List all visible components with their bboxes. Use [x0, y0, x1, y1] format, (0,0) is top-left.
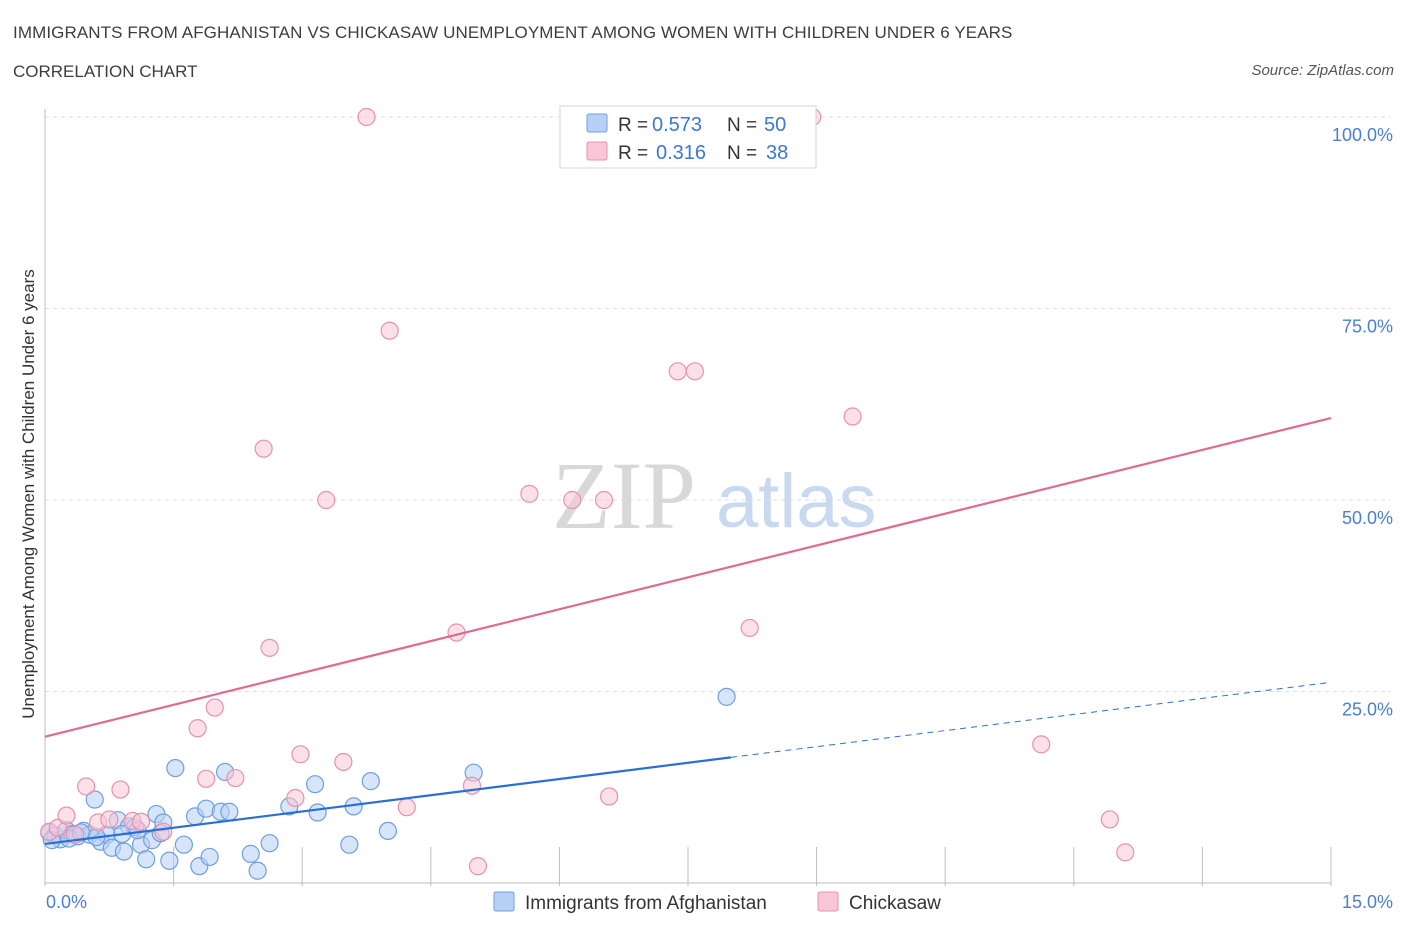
- point-chickasaw: [226, 768, 245, 788]
- chart-subtitle: CORRELATION CHART: [13, 62, 198, 81]
- legend-swatch-afghanistan: [493, 891, 515, 912]
- point-chickasaw: [317, 490, 336, 510]
- stats-r-label-2: R =: [618, 143, 648, 164]
- source-credit: Source: ZipAtlas.com: [1251, 62, 1394, 79]
- point-afghanistan: [308, 803, 327, 822]
- stats-n-value-2: 38: [766, 142, 788, 164]
- point-afghanistan: [378, 821, 398, 841]
- point-chickasaw: [380, 321, 399, 340]
- point-afghanistan: [340, 835, 359, 854]
- point-afghanistan: [114, 842, 133, 861]
- point-afghanistan: [174, 835, 193, 854]
- point-afghanistan: [160, 851, 179, 870]
- point-afghanistan: [85, 790, 104, 809]
- point-chickasaw: [685, 362, 704, 381]
- trend-line-afghanistan-extension: [730, 681, 1332, 758]
- point-chickasaw: [357, 107, 376, 127]
- x-tick-label: 15.0%: [1342, 892, 1393, 912]
- point-afghanistan: [260, 834, 279, 853]
- point-chickasaw: [77, 777, 96, 796]
- point-chickasaw: [197, 769, 216, 788]
- x-tick-label: 0.0%: [46, 892, 87, 912]
- point-chickasaw: [334, 752, 353, 772]
- point-chickasaw: [188, 719, 207, 738]
- series-legend: Immigrants from Afghanistan Chickasaw: [493, 891, 941, 914]
- point-chickasaw: [600, 787, 619, 806]
- data-points: [40, 107, 1135, 880]
- point-chickasaw: [154, 822, 173, 841]
- point-chickasaw: [740, 618, 759, 638]
- y-axis-label: Unemployment Among Women with Children U…: [19, 269, 38, 718]
- point-chickasaw: [668, 362, 687, 381]
- point-chickasaw: [291, 745, 310, 764]
- gridlines: [45, 116, 1391, 692]
- stats-n-label-1: N =: [727, 115, 757, 136]
- stats-legend: R = 0.573 N = 50 R = 0.316 N = 38: [559, 105, 817, 169]
- point-chickasaw: [254, 439, 273, 458]
- stats-swatch-blue: [586, 113, 608, 133]
- y-tick-label: 50.0%: [1342, 508, 1393, 528]
- point-afghanistan: [166, 758, 185, 778]
- legend-swatch-chickasaw: [817, 891, 839, 912]
- trend-line-chickasaw: [44, 416, 1332, 738]
- point-afghanistan: [361, 772, 380, 791]
- point-afghanistan: [305, 775, 325, 794]
- point-chickasaw: [1100, 810, 1119, 829]
- point-chickasaw: [843, 407, 862, 426]
- point-afghanistan: [220, 802, 239, 821]
- y-tick-label: 100.0%: [1332, 125, 1393, 145]
- legend-label-chickasaw: Chickasaw: [849, 893, 941, 914]
- point-afghanistan: [241, 844, 260, 863]
- point-chickasaw: [111, 780, 130, 799]
- point-chickasaw: [57, 806, 76, 825]
- point-chickasaw: [397, 798, 416, 817]
- trend-lines: [44, 416, 1332, 846]
- point-afghanistan: [137, 850, 156, 869]
- point-chickasaw: [260, 638, 279, 657]
- point-afghanistan: [717, 687, 736, 706]
- point-chickasaw: [563, 490, 582, 510]
- point-afghanistan: [200, 847, 219, 867]
- point-chickasaw: [468, 857, 488, 876]
- point-chickasaw: [131, 812, 151, 831]
- point-afghanistan: [248, 861, 267, 880]
- chart-title: IMMIGRANTS FROM AFGHANISTAN VS CHICKASAW…: [13, 23, 1013, 42]
- y-tick-label: 75.0%: [1342, 317, 1393, 337]
- point-chickasaw: [205, 698, 224, 717]
- stats-r-value-2: 0.316: [656, 142, 706, 164]
- stats-n-value-1: 50: [764, 114, 786, 136]
- watermark: ZIP atlas: [552, 442, 877, 549]
- y-tick-label: 25.0%: [1342, 700, 1393, 720]
- point-chickasaw: [1116, 843, 1135, 862]
- point-chickasaw: [594, 490, 614, 510]
- stats-swatch-pink: [586, 141, 608, 161]
- point-chickasaw: [100, 810, 119, 829]
- trend-line-afghanistan: [44, 756, 732, 846]
- watermark-atlas: atlas: [716, 459, 877, 544]
- legend-label-afghanistan: Immigrants from Afghanistan: [525, 893, 767, 914]
- point-chickasaw: [520, 484, 539, 503]
- stats-r-value-1: 0.573: [652, 114, 702, 136]
- stats-r-label-1: R =: [618, 115, 648, 136]
- point-chickasaw: [286, 788, 305, 808]
- stats-n-label-2: N =: [727, 143, 757, 164]
- tick-labels: 25.0% 50.0% 75.0% 100.0% 0.0% 15.0%: [46, 125, 1393, 912]
- point-chickasaw: [1032, 735, 1051, 754]
